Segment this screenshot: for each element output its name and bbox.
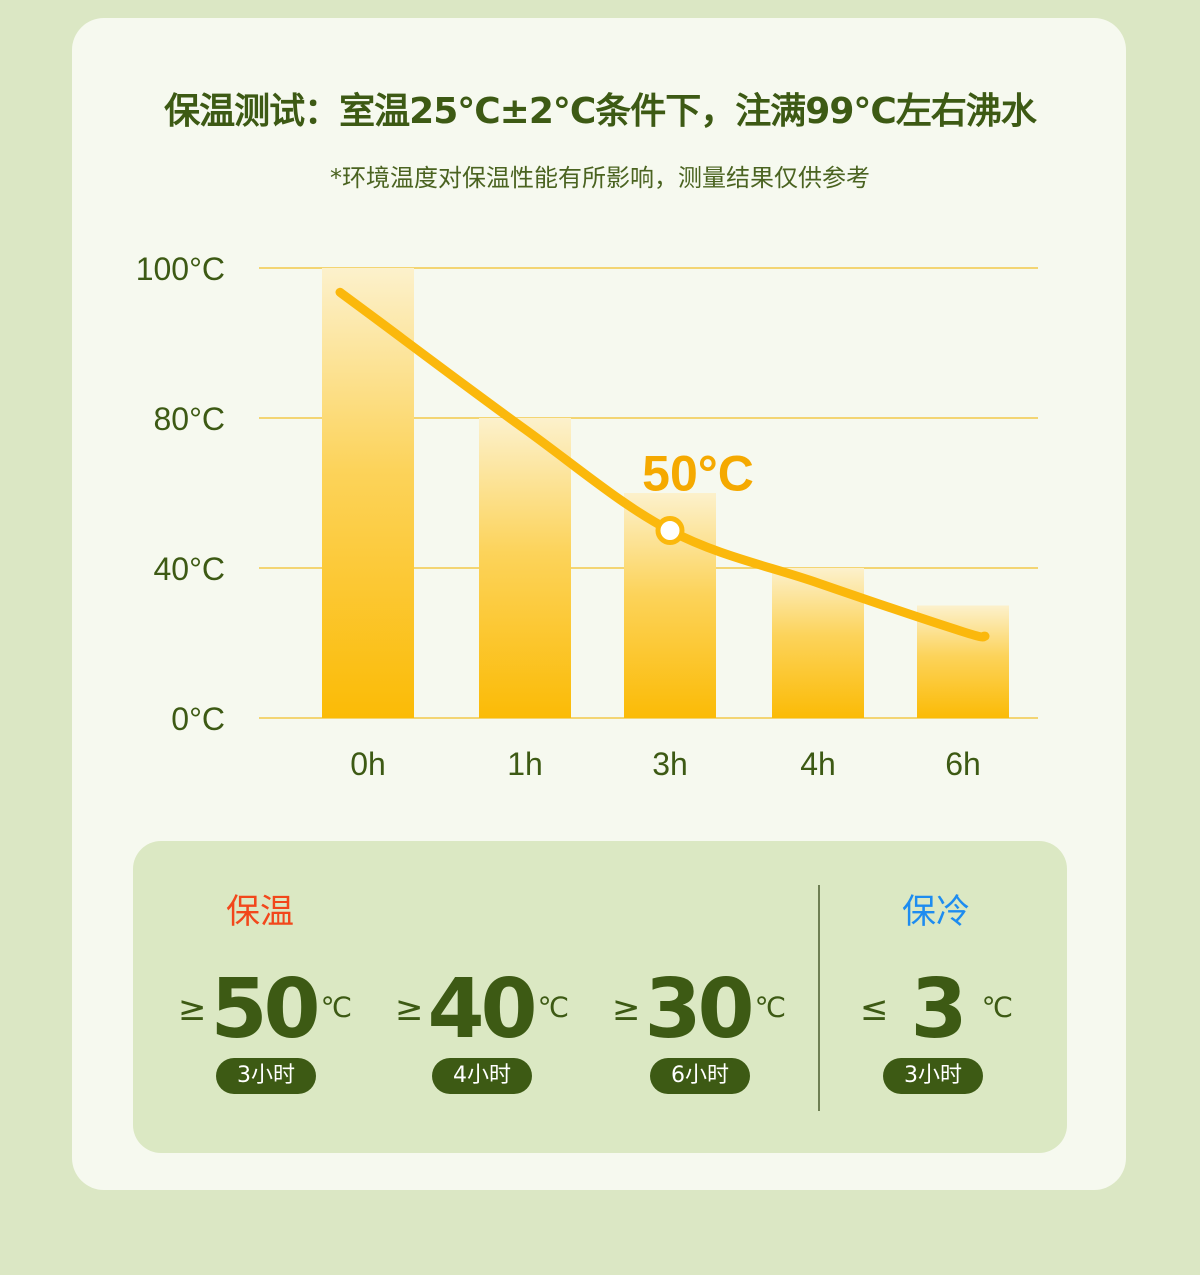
- bar: [322, 268, 414, 718]
- y-tick-label: 100°C: [136, 251, 225, 287]
- panel-divider: [818, 885, 820, 1111]
- x-tick-label: 1h: [507, 746, 543, 782]
- duration-pill: 4小时: [432, 1058, 532, 1094]
- duration-pill: 3小时: [883, 1058, 983, 1094]
- stat-value: 30: [644, 962, 755, 1057]
- duration-pill: 6小时: [650, 1058, 750, 1094]
- warm-label: 保温: [226, 892, 294, 932]
- stat-warm-3h: ≥ 50 ℃: [178, 965, 352, 1055]
- stat-warm-4h: ≥ 40 ℃: [395, 965, 569, 1055]
- stat-unit: ℃: [537, 991, 570, 1024]
- bar: [479, 418, 571, 718]
- page-subtitle: *环境温度对保温性能有所影响，测量结果仅供参考: [330, 164, 870, 192]
- x-tick-label: 6h: [945, 746, 981, 782]
- stat-operator: ≥: [612, 989, 641, 1029]
- annotation-label: 50°C: [642, 446, 754, 502]
- stat-warm-6h: ≥ 30 ℃: [612, 965, 786, 1055]
- stat-unit: ℃: [981, 991, 1014, 1024]
- summary-panel: [133, 841, 1067, 1153]
- x-tick-label: 0h: [350, 746, 386, 782]
- y-tick-label: 80°C: [154, 401, 226, 437]
- stat-value: 3: [910, 962, 968, 1057]
- x-tick-label: 4h: [800, 746, 836, 782]
- stat-value: 50: [210, 962, 321, 1057]
- stat-operator: ≥: [395, 989, 424, 1029]
- chart: 0°C 40°C 80°C 100°C 0h 1h 3h 4h 6h 50°C: [136, 251, 1038, 782]
- duration-pill: 3小时: [216, 1058, 316, 1094]
- stat-value: 40: [427, 962, 538, 1057]
- page-title: 保温测试：室温25°C±2°C条件下，注满99°C左右沸水: [164, 91, 1037, 132]
- annotation-point: [655, 516, 685, 545]
- stat-operator: ≥: [178, 989, 207, 1029]
- cold-label: 保冷: [902, 892, 970, 932]
- y-tick-label: 0°C: [171, 701, 225, 737]
- stat-unit: ℃: [320, 991, 353, 1024]
- stat-operator: ≤: [860, 989, 889, 1029]
- stat-cold-3h: ≤ 3 ℃: [860, 965, 1013, 1055]
- y-tick-label: 40°C: [154, 551, 226, 587]
- x-tick-label: 3h: [652, 746, 688, 782]
- stat-unit: ℃: [754, 991, 787, 1024]
